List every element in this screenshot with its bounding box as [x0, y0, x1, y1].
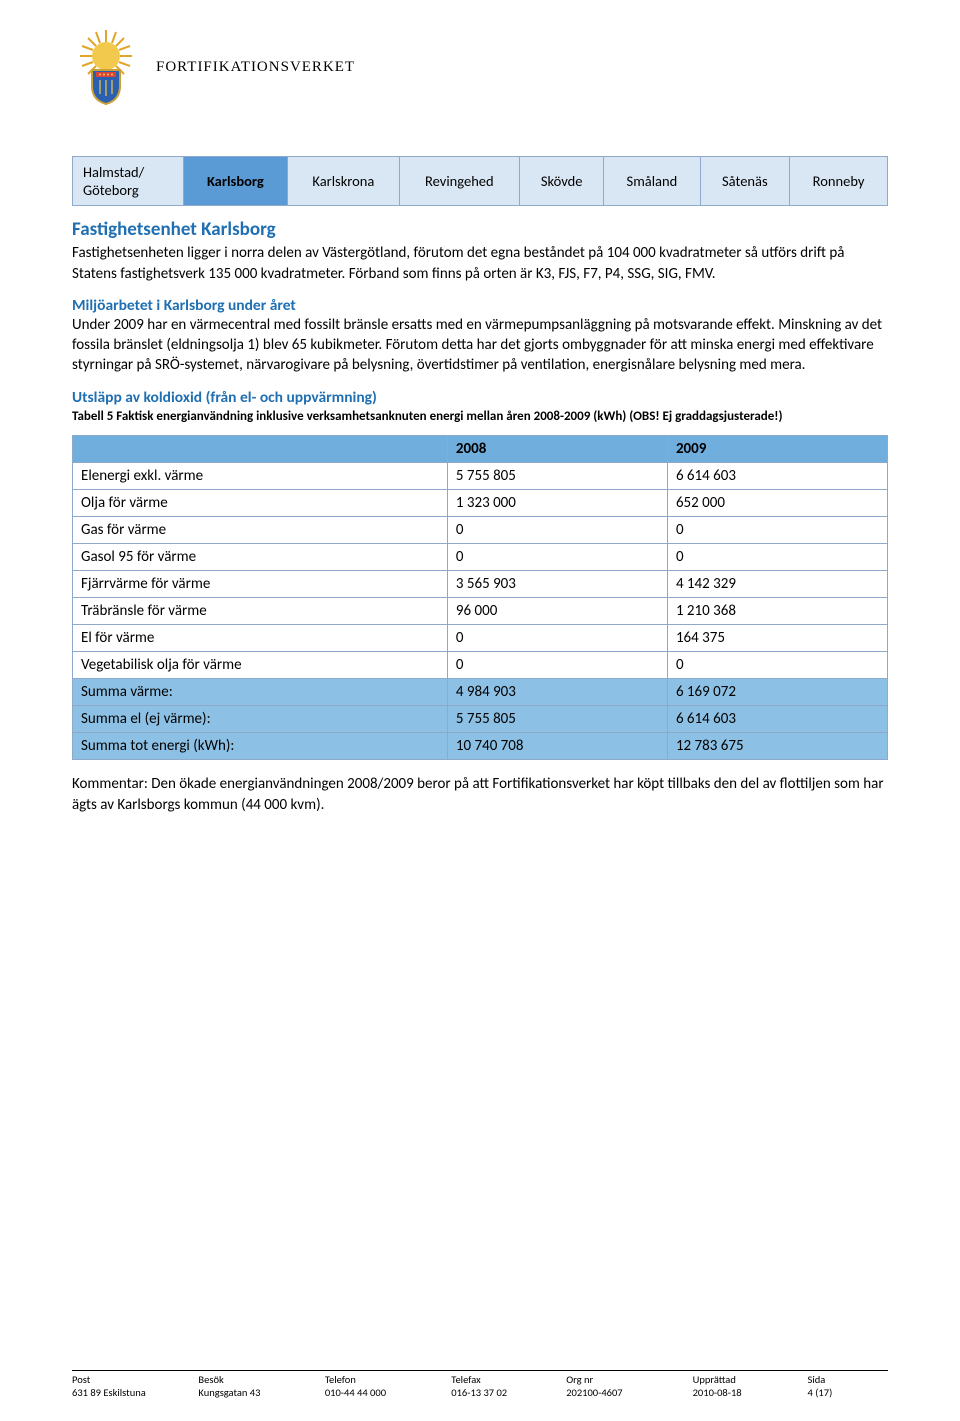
footer-label: Org nr	[566, 1373, 692, 1386]
row-value: 5 755 805	[447, 706, 667, 733]
row-value: 1 323 000	[447, 490, 667, 517]
row-value: 4 142 329	[667, 571, 887, 598]
row-value: 0	[447, 544, 667, 571]
row-value: 3 565 903	[447, 571, 667, 598]
location-tabs: Halmstad/GöteborgKarlsborgKarlskronaRevi…	[72, 156, 888, 206]
row-value: 12 783 675	[667, 733, 887, 760]
comment-paragraph: Kommentar: Den ökade energianvändningen …	[72, 774, 888, 815]
section1-paragraph: Fastighetsenheten ligger i norra delen a…	[72, 243, 888, 284]
tab-karlsborg[interactable]: Karlsborg	[183, 157, 288, 206]
energy-table-header-blank	[73, 436, 448, 463]
row-value: 6 169 072	[667, 679, 887, 706]
tab-sm-land[interactable]: Småland	[604, 157, 700, 206]
table-row: El för värme0164 375	[73, 625, 888, 652]
footer-label: Telefax	[451, 1373, 566, 1386]
table-row: Gas för värme00	[73, 517, 888, 544]
table-row: Elenergi exkl. värme5 755 8056 614 603	[73, 463, 888, 490]
row-label: Gasol 95 för värme	[73, 544, 448, 571]
row-value: 6 614 603	[667, 706, 887, 733]
footer-value: 631 89 Eskilstuna	[72, 1386, 198, 1399]
row-label: Fjärrvärme för värme	[73, 571, 448, 598]
footer-value: 016-13 37 02	[451, 1386, 566, 1399]
tab-ronneby[interactable]: Ronneby	[790, 157, 888, 206]
table-row: Träbränsle för värme96 0001 210 368	[73, 598, 888, 625]
row-value: 10 740 708	[447, 733, 667, 760]
section2-paragraph: Under 2009 har en värmecentral med fossi…	[72, 315, 888, 376]
row-value: 0	[447, 517, 667, 544]
footer-value: 4 (17)	[808, 1386, 888, 1399]
row-label: Gas för värme	[73, 517, 448, 544]
energy-table-header-2009: 2009	[667, 436, 887, 463]
row-label: Summa tot energi (kWh):	[73, 733, 448, 760]
energy-table: 2008 2009 Elenergi exkl. värme5 755 8056…	[72, 435, 888, 760]
footer-value: 2010-08-18	[693, 1386, 808, 1399]
row-value: 652 000	[667, 490, 887, 517]
tab-sk-vde[interactable]: Skövde	[520, 157, 604, 206]
tab-karlskrona[interactable]: Karlskrona	[288, 157, 399, 206]
page-header: FORTIFIKATIONSVERKET	[72, 28, 888, 106]
footer-label: Sida	[808, 1373, 888, 1386]
org-name: FORTIFIKATIONSVERKET	[156, 59, 355, 76]
table-row: Summa el (ej värme):5 755 8056 614 603	[73, 706, 888, 733]
row-value: 0	[447, 652, 667, 679]
row-value: 5 755 805	[447, 463, 667, 490]
row-value: 4 984 903	[447, 679, 667, 706]
row-value: 1 210 368	[667, 598, 887, 625]
row-label: Summa el (ej värme):	[73, 706, 448, 733]
tab-halmstad-g-teborg[interactable]: Halmstad/Göteborg	[73, 157, 184, 206]
row-label: Vegetabilisk olja för värme	[73, 652, 448, 679]
table-row: Olja för värme1 323 000652 000	[73, 490, 888, 517]
page-footer: PostBesökTelefonTelefaxOrg nrUpprättadSi…	[72, 1370, 888, 1399]
footer-value: 202100-4607	[566, 1386, 692, 1399]
footer-label: Post	[72, 1373, 198, 1386]
table-caption: Tabell 5 Faktisk energianvändning inklus…	[72, 409, 888, 426]
row-label: Summa värme:	[73, 679, 448, 706]
energy-table-header-2008: 2008	[447, 436, 667, 463]
row-value: 0	[447, 625, 667, 652]
row-value: 0	[667, 652, 887, 679]
org-logo	[72, 28, 140, 106]
row-value: 6 614 603	[667, 463, 887, 490]
tab-revingehed[interactable]: Revingehed	[399, 157, 519, 206]
table-row: Summa tot energi (kWh):10 740 70812 783 …	[73, 733, 888, 760]
footer-label: Telefon	[325, 1373, 451, 1386]
row-value: 164 375	[667, 625, 887, 652]
table-row: Fjärrvärme för värme3 565 9034 142 329	[73, 571, 888, 598]
footer-value: 010-44 44 000	[325, 1386, 451, 1399]
row-label: Elenergi exkl. värme	[73, 463, 448, 490]
footer-label: Upprättad	[693, 1373, 808, 1386]
footer-label: Besök	[198, 1373, 324, 1386]
row-label: Träbränsle för värme	[73, 598, 448, 625]
section3-title: Utsläpp av koldioxid (från el- och uppvä…	[72, 388, 888, 407]
table-row: Vegetabilisk olja för värme00	[73, 652, 888, 679]
footer-value: Kungsgatan 43	[198, 1386, 324, 1399]
table-row: Gasol 95 för värme00	[73, 544, 888, 571]
row-label: Olja för värme	[73, 490, 448, 517]
footer-rule	[72, 1370, 888, 1371]
section1-title: Fastighetsenhet Karlsborg	[72, 218, 888, 241]
tab-s-ten-s[interactable]: Såtenäs	[700, 157, 790, 206]
section2-title: Miljöarbetet i Karlsborg under året	[72, 296, 888, 315]
row-label: El för värme	[73, 625, 448, 652]
row-value: 96 000	[447, 598, 667, 625]
table-row: Summa värme:4 984 9036 169 072	[73, 679, 888, 706]
row-value: 0	[667, 517, 887, 544]
row-value: 0	[667, 544, 887, 571]
